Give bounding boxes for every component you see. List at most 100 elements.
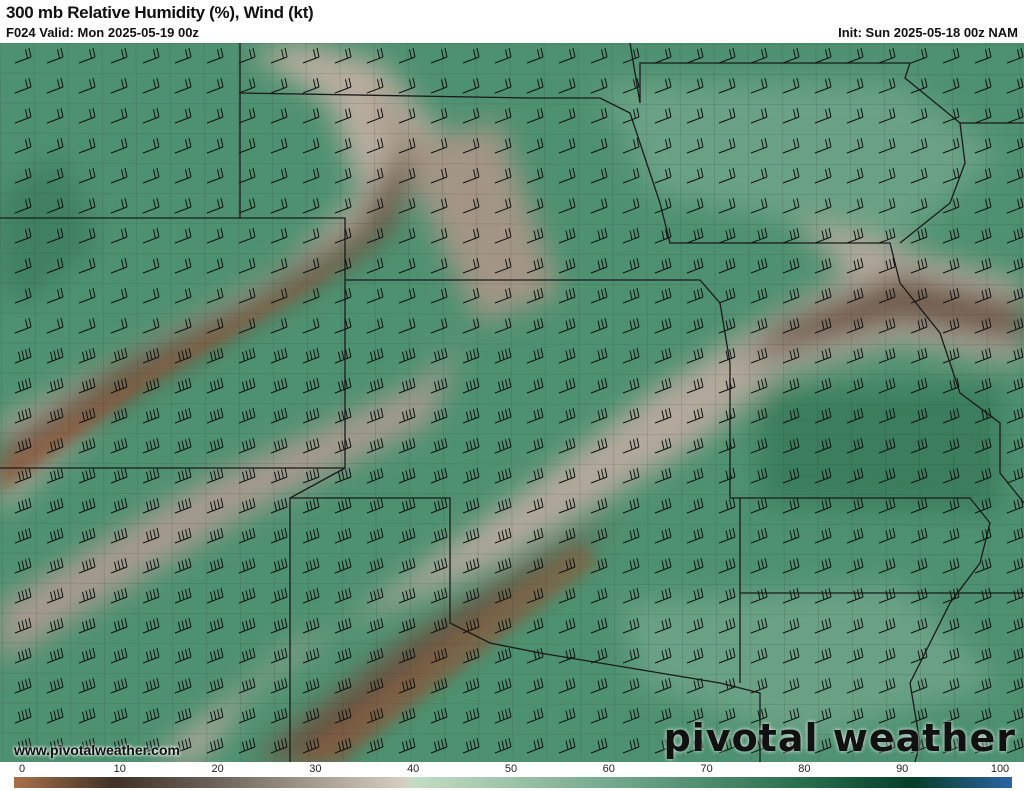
wind-barb bbox=[462, 467, 480, 484]
wind-barb bbox=[174, 497, 192, 514]
wind-barb bbox=[462, 527, 480, 544]
wind-barb bbox=[366, 347, 384, 364]
wind-barb bbox=[558, 437, 576, 454]
wind-barb bbox=[622, 347, 640, 364]
wind-barb bbox=[14, 467, 32, 484]
wind-barb bbox=[142, 287, 160, 304]
wind-barb bbox=[46, 527, 64, 544]
wind-barb bbox=[14, 197, 32, 214]
wind-barb bbox=[782, 647, 800, 664]
wind-barb bbox=[366, 407, 384, 424]
wind-barb bbox=[718, 197, 736, 214]
wind-barb bbox=[654, 407, 672, 424]
colorbar-tick: 10 bbox=[113, 763, 126, 775]
wind-barb bbox=[750, 227, 768, 244]
wind-barb bbox=[942, 287, 960, 304]
wind-barb bbox=[942, 347, 960, 364]
wind-barb bbox=[78, 617, 96, 634]
wind-barb bbox=[590, 647, 608, 664]
wind-barb bbox=[590, 227, 608, 244]
wind-barb bbox=[206, 647, 224, 664]
wind-barb bbox=[526, 257, 544, 274]
wind-barb bbox=[462, 737, 480, 754]
wind-barb bbox=[302, 647, 320, 664]
wind-barb bbox=[558, 317, 576, 334]
wind-barb bbox=[398, 347, 416, 364]
wind-barb bbox=[846, 617, 864, 634]
wind-barb bbox=[366, 107, 384, 124]
wind-barb bbox=[110, 587, 128, 604]
wind-barb bbox=[942, 167, 960, 184]
wind-barb bbox=[718, 587, 736, 604]
wind-barb bbox=[174, 257, 192, 274]
wind-barb bbox=[814, 437, 832, 454]
wind-barb bbox=[910, 497, 928, 514]
wind-barb bbox=[430, 437, 448, 454]
wind-barb bbox=[46, 377, 64, 394]
wind-barb bbox=[398, 47, 416, 64]
wind-barb bbox=[334, 47, 352, 64]
colorbar-tick: 100 bbox=[990, 763, 1010, 775]
wind-barb bbox=[14, 647, 32, 664]
wind-barb bbox=[430, 407, 448, 424]
wind-barb bbox=[974, 497, 992, 514]
wind-barb bbox=[462, 317, 480, 334]
wind-barb bbox=[654, 617, 672, 634]
wind-barb bbox=[110, 467, 128, 484]
wind-barb bbox=[334, 197, 352, 214]
wind-barb bbox=[334, 257, 352, 274]
wind-barb bbox=[334, 497, 352, 514]
wind-barb bbox=[78, 317, 96, 334]
wind-barb bbox=[206, 347, 224, 364]
wind-barb bbox=[46, 197, 64, 214]
wind-barb bbox=[14, 407, 32, 424]
wind-barb bbox=[46, 647, 64, 664]
wind-barb bbox=[878, 737, 896, 754]
wind-barb bbox=[718, 377, 736, 394]
wind-barb bbox=[238, 437, 256, 454]
wind-barb bbox=[398, 197, 416, 214]
wind-barb bbox=[750, 467, 768, 484]
wind-barb bbox=[686, 167, 704, 184]
wind-barb bbox=[718, 77, 736, 94]
wind-barb bbox=[1006, 617, 1024, 634]
wind-barb bbox=[1006, 707, 1024, 724]
wind-barb bbox=[206, 407, 224, 424]
wind-barb bbox=[206, 317, 224, 334]
wind-barb bbox=[622, 467, 640, 484]
wind-barb bbox=[1006, 377, 1024, 394]
wind-barb bbox=[398, 77, 416, 94]
wind-barb bbox=[110, 647, 128, 664]
wind-barb bbox=[462, 287, 480, 304]
wind-barb bbox=[814, 677, 832, 694]
wind-barb bbox=[334, 77, 352, 94]
wind-barb bbox=[14, 677, 32, 694]
wind-barb bbox=[910, 167, 928, 184]
wind-barb bbox=[270, 317, 288, 334]
wind-barb bbox=[526, 287, 544, 304]
wind-barb bbox=[750, 317, 768, 334]
wind-barb bbox=[398, 227, 416, 244]
wind-barb bbox=[910, 317, 928, 334]
wind-barb bbox=[718, 47, 736, 64]
wind-barb bbox=[462, 347, 480, 364]
wind-barb bbox=[46, 77, 64, 94]
wind-barb bbox=[142, 737, 160, 754]
wind-barb bbox=[302, 617, 320, 634]
wind-barb bbox=[622, 257, 640, 274]
wind-barb bbox=[494, 377, 512, 394]
wind-barb bbox=[78, 347, 96, 364]
wind-barb bbox=[206, 527, 224, 544]
wind-barb bbox=[910, 467, 928, 484]
wind-barb bbox=[814, 287, 832, 304]
wind-barb bbox=[302, 527, 320, 544]
wind-barb bbox=[622, 47, 640, 64]
wind-barb bbox=[142, 47, 160, 64]
wind-barb bbox=[910, 137, 928, 154]
wind-barb bbox=[526, 647, 544, 664]
wind-barb bbox=[462, 77, 480, 94]
wind-barb bbox=[974, 257, 992, 274]
wind-barb bbox=[526, 167, 544, 184]
wind-barb bbox=[270, 257, 288, 274]
wind-barb bbox=[366, 737, 384, 754]
